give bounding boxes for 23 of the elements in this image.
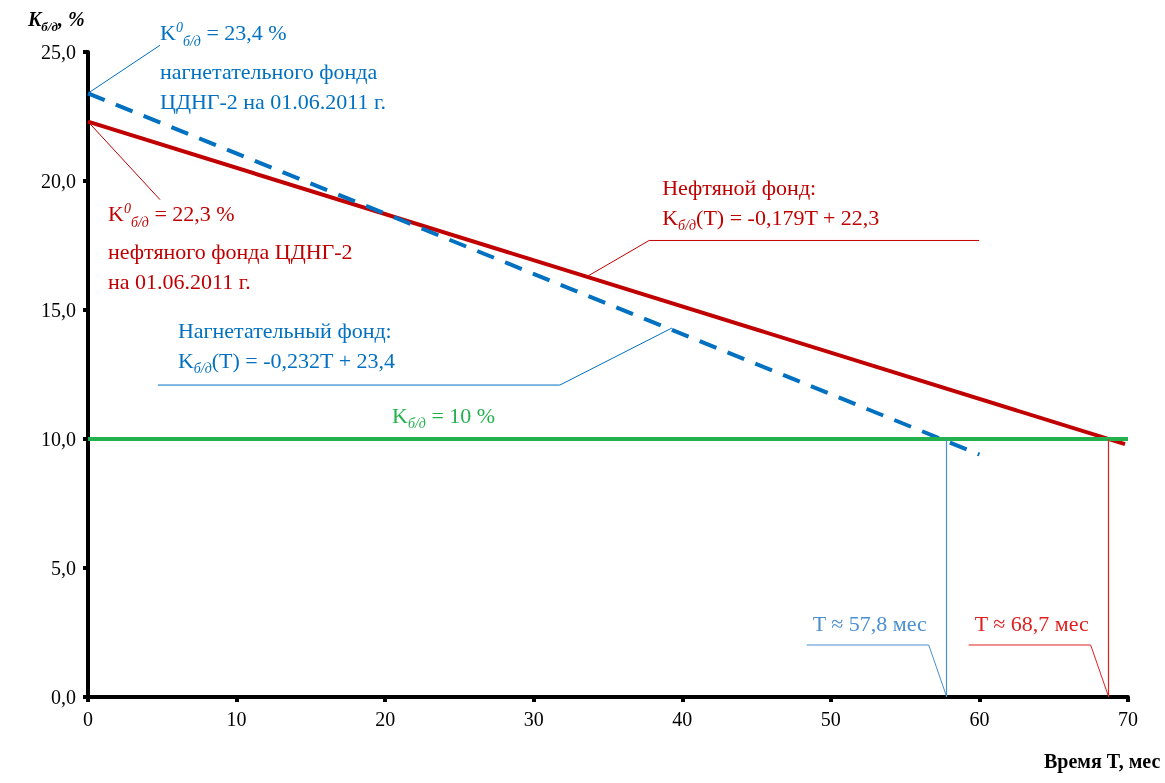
annotation: Нагнетательный фонд: K$_{б/д}$(T) = -0,232T + 23,4 bbox=[177, 317, 396, 379]
x-tick-label: 10 bbox=[226, 708, 247, 730]
y-tick-label: 0,0 bbox=[51, 686, 76, 708]
annotation: K$^{0}$$_{б/д}$ = 22,3 % нефтяного фонда ЦДНГ-2 на 01.06.2011 г. bbox=[108, 199, 353, 297]
x-tick-label: 50 bbox=[820, 708, 841, 730]
y-axis-title: K$_{б/д}$, % bbox=[28, 8, 85, 35]
ref-line-label: T ≈ 57,8 мес bbox=[812, 610, 927, 638]
annotation: K$^{0}$$_{б/д}$ = 23,4 % нагнетательного фонда ЦДНГ-2 на 01.06.2011 г. bbox=[160, 19, 387, 116]
x-tick-label: 20 bbox=[375, 708, 396, 730]
y-tick-label: 15,0 bbox=[41, 299, 76, 321]
annotation: Нефтяной фонд: K$_{б/д}$(T) = -0,179T + 22,3 bbox=[662, 174, 880, 236]
x-tick-label: 70 bbox=[1118, 708, 1138, 730]
ref-line-label: K$_{б/д}$ = 10 % bbox=[392, 402, 496, 434]
x-tick-label: 0 bbox=[83, 708, 93, 730]
ref-line-label: T ≈ 68,7 мес bbox=[974, 610, 1089, 638]
x-tick-label: 30 bbox=[523, 708, 544, 730]
y-tick-label: 25,0 bbox=[41, 41, 76, 63]
x-tick-label: 60 bbox=[969, 708, 990, 730]
x-tick-label: 40 bbox=[672, 708, 693, 730]
y-tick-label: 10,0 bbox=[41, 428, 76, 450]
y-tick-label: 20,0 bbox=[41, 170, 76, 192]
x-axis-title: Время T, мес bbox=[1044, 750, 1161, 773]
y-tick-label: 5,0 bbox=[51, 557, 76, 579]
